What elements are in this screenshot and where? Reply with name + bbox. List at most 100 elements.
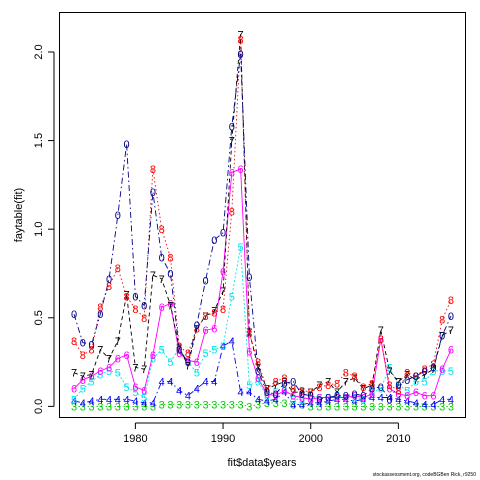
data-point-series-3: 3 <box>308 401 314 413</box>
data-point-series-4: 4 <box>273 394 279 406</box>
data-point-series-3: 3 <box>80 401 86 413</box>
data-point-series-7: 7 <box>220 286 226 298</box>
data-point-series-0: 0 <box>150 187 156 199</box>
data-point-series-4: 4 <box>246 387 252 399</box>
data-point-series-4: 4 <box>281 387 287 399</box>
data-point-series-6: 6 <box>132 382 138 394</box>
data-point-series-4: 4 <box>185 391 191 403</box>
data-point-series-6: 6 <box>159 302 165 314</box>
data-point-series-7: 7 <box>369 380 375 392</box>
data-point-series-6: 6 <box>167 299 173 311</box>
data-point-series-8: 8 <box>229 206 235 218</box>
data-point-series-6: 6 <box>71 384 77 396</box>
data-point-series-4: 4 <box>308 398 314 410</box>
data-point-series-0: 0 <box>422 366 428 378</box>
data-point-series-8: 8 <box>413 371 419 383</box>
data-point-series-3: 3 <box>290 400 296 412</box>
data-point-series-0: 0 <box>360 391 366 403</box>
data-point-series-5: 5 <box>316 393 322 405</box>
series-line-3 <box>74 402 451 407</box>
x-tick-label: 2000 <box>298 433 322 445</box>
data-point-series-6: 6 <box>150 350 156 362</box>
data-point-series-4: 4 <box>106 394 112 406</box>
y-tick-label: 1.0 <box>33 222 45 237</box>
data-point-series-3: 3 <box>202 400 208 412</box>
x-tick-label: 2010 <box>386 433 410 445</box>
data-point-series-5: 5 <box>167 357 173 369</box>
data-point-series-8: 8 <box>88 345 94 357</box>
data-point-series-7: 7 <box>264 384 270 396</box>
data-point-series-6: 6 <box>211 323 217 335</box>
data-point-series-3: 3 <box>185 400 191 412</box>
series-lines <box>73 34 452 407</box>
data-point-series-8: 8 <box>159 224 165 236</box>
data-point-series-5: 5 <box>351 393 357 405</box>
data-point-series-5: 5 <box>281 384 287 396</box>
series-line-0 <box>73 53 452 401</box>
series-line-7 <box>73 34 452 393</box>
data-point-series-3: 3 <box>273 398 279 410</box>
data-point-series-5: 5 <box>290 394 296 406</box>
data-point-series-4: 4 <box>229 336 235 348</box>
data-point-series-5: 5 <box>422 377 428 389</box>
data-point-series-3: 3 <box>88 401 94 413</box>
data-point-series-8: 8 <box>343 368 349 380</box>
data-point-series-8: 8 <box>97 302 103 314</box>
data-point-series-5: 5 <box>71 394 77 406</box>
data-point-series-7: 7 <box>141 364 147 376</box>
data-point-series-6: 6 <box>308 394 314 406</box>
data-point-series-7: 7 <box>360 384 366 396</box>
data-point-series-8: 8 <box>369 378 375 390</box>
plot-frame <box>59 12 466 418</box>
data-point-series-7: 7 <box>316 380 322 392</box>
data-point-series-3: 3 <box>246 401 252 413</box>
data-point-series-0: 0 <box>97 309 103 321</box>
x-axis-title: fit$data$years <box>227 457 297 469</box>
data-point-series-3: 3 <box>448 401 454 413</box>
x-axis: 1980 1990 2000 2010 <box>123 422 411 445</box>
data-point-series-6: 6 <box>246 346 252 358</box>
data-point-series-7: 7 <box>308 387 314 399</box>
data-point-series-5: 5 <box>211 345 217 357</box>
data-point-series-4: 4 <box>202 377 208 389</box>
data-point-series-0: 0 <box>80 338 86 350</box>
data-point-series-5: 5 <box>308 391 314 403</box>
data-point-series-5: 5 <box>264 391 270 403</box>
data-point-series-6: 6 <box>430 391 436 403</box>
data-point-series-8: 8 <box>185 348 191 360</box>
data-point-series-0: 0 <box>167 268 173 280</box>
data-point-series-6: 6 <box>273 391 279 403</box>
data-point-series-3: 3 <box>325 401 331 413</box>
data-point-series-0: 0 <box>115 210 121 222</box>
data-point-series-3: 3 <box>334 401 340 413</box>
data-point-series-3: 3 <box>378 401 384 413</box>
data-point-series-5: 5 <box>246 380 252 392</box>
data-point-series-5: 5 <box>430 366 436 378</box>
data-point-series-8: 8 <box>211 307 217 319</box>
data-point-series-4: 4 <box>360 394 366 406</box>
data-point-series-0: 0 <box>369 384 375 396</box>
data-point-series-0: 0 <box>281 378 287 390</box>
data-point-series-8: 8 <box>220 304 226 316</box>
data-point-series-6: 6 <box>255 373 261 385</box>
data-point-series-6: 6 <box>439 364 445 376</box>
data-point-series-0: 0 <box>351 389 357 401</box>
y-axis: 0.0 0.5 1.0 1.5 2.0 <box>33 44 55 414</box>
data-point-series-0: 0 <box>185 357 191 369</box>
data-point-series-7: 7 <box>387 366 393 378</box>
data-point-series-3: 3 <box>351 401 357 413</box>
data-point-series-4: 4 <box>150 398 156 410</box>
data-point-series-6: 6 <box>229 167 235 179</box>
data-point-series-8: 8 <box>106 281 112 293</box>
data-point-series-6: 6 <box>413 387 419 399</box>
data-point-series-7: 7 <box>273 380 279 392</box>
data-point-series-3: 3 <box>281 398 287 410</box>
data-point-series-3: 3 <box>141 401 147 413</box>
data-point-series-6: 6 <box>264 389 270 401</box>
data-point-series-3: 3 <box>369 401 375 413</box>
data-point-series-8: 8 <box>308 387 314 399</box>
data-point-series-3: 3 <box>264 398 270 410</box>
data-point-series-0: 0 <box>290 377 296 389</box>
data-point-series-5: 5 <box>360 394 366 406</box>
data-point-series-0: 0 <box>106 274 112 286</box>
